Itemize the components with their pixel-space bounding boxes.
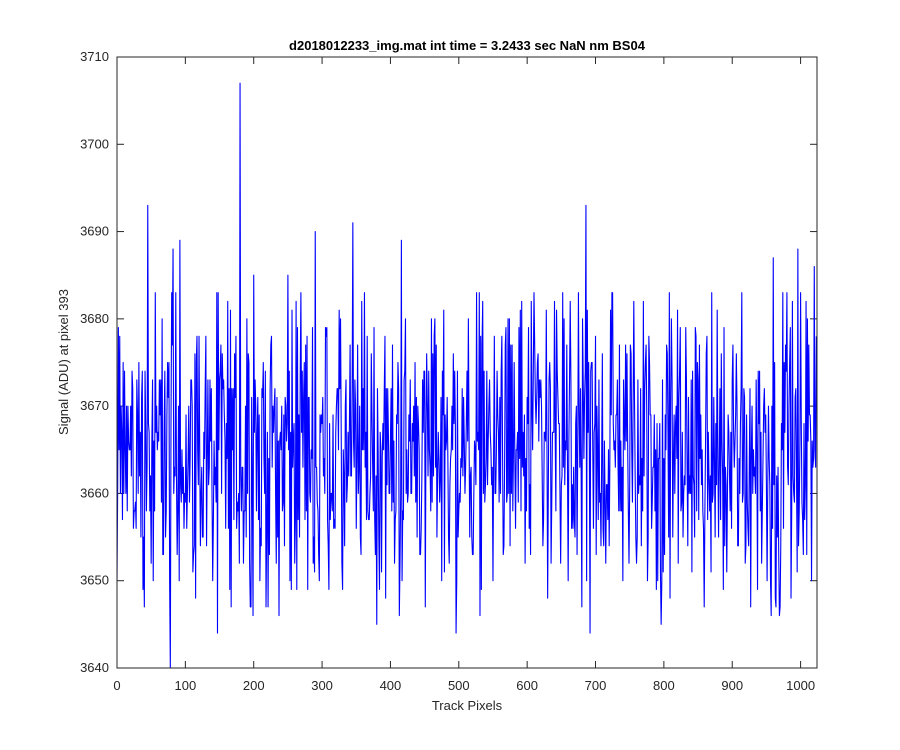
x-tick-label: 900 bbox=[721, 678, 743, 693]
y-axis-label: Signal (ADU) at pixel 393 bbox=[56, 289, 71, 435]
x-tick-label: 800 bbox=[653, 678, 675, 693]
x-tick-label: 1000 bbox=[786, 678, 815, 693]
y-tick-label: 3700 bbox=[80, 136, 109, 151]
tick-labels: 0 100 200 300 400 500 600 700 800 900 1000 3640 3650… bbox=[80, 49, 815, 693]
y-tick-label: 3680 bbox=[80, 311, 109, 326]
x-tick-label: 0 bbox=[113, 678, 120, 693]
y-tick-label: 3670 bbox=[80, 398, 109, 413]
x-tick-label: 600 bbox=[516, 678, 538, 693]
x-axis-label: Track Pixels bbox=[432, 698, 503, 713]
chart-title: d2018012233_img.mat int time = 3.2433 se… bbox=[289, 38, 646, 53]
x-tick-label: 200 bbox=[243, 678, 265, 693]
y-tick-label: 3710 bbox=[80, 49, 109, 64]
x-tick-label: 100 bbox=[175, 678, 197, 693]
plot-frame bbox=[116, 56, 818, 669]
plot-area bbox=[117, 57, 817, 668]
x-tick-label: 300 bbox=[311, 678, 333, 693]
y-tick-label: 3690 bbox=[80, 224, 109, 239]
axis-ticks bbox=[116, 56, 817, 669]
x-tick-label: 400 bbox=[380, 678, 402, 693]
x-tick-label: 500 bbox=[448, 678, 470, 693]
signal-series-line bbox=[117, 82, 817, 668]
y-tick-label: 3650 bbox=[80, 573, 109, 588]
x-tick-label: 700 bbox=[585, 678, 607, 693]
y-tick-label: 3660 bbox=[80, 485, 109, 500]
y-tick-label: 3640 bbox=[80, 660, 109, 675]
